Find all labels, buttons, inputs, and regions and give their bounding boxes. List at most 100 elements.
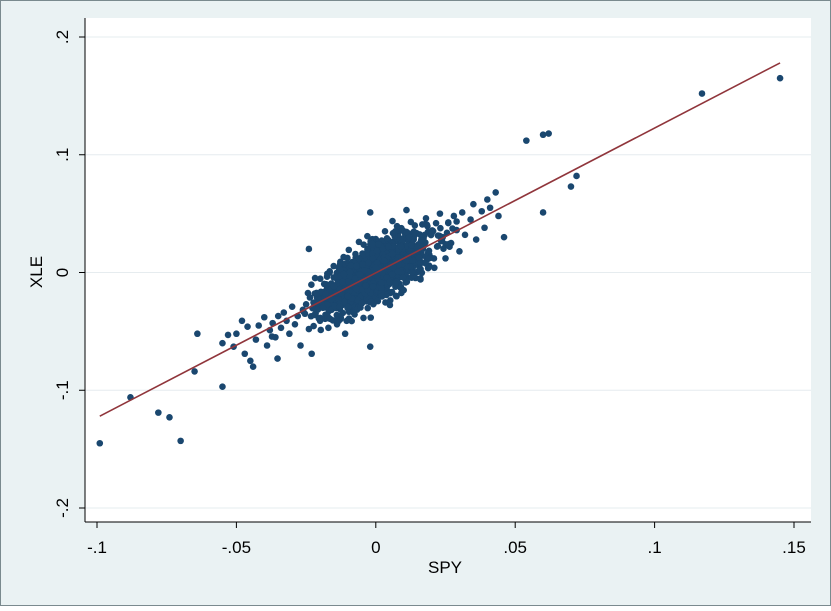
data-point (277, 324, 285, 332)
data-point (280, 309, 288, 316)
x-tick-label: 0 (371, 538, 380, 557)
data-point (433, 243, 441, 250)
data-point (432, 219, 440, 227)
data-point (379, 269, 386, 277)
data-point (431, 264, 438, 272)
x-tick-label: -.05 (222, 538, 251, 557)
data-point (403, 228, 410, 236)
data-point (96, 439, 104, 447)
data-point (440, 245, 447, 252)
data-point (461, 231, 469, 239)
data-point (345, 315, 353, 322)
data-point (263, 342, 271, 349)
data-point (191, 368, 198, 375)
data-point (369, 255, 377, 262)
data-point (422, 220, 429, 228)
data-point (481, 224, 488, 232)
x-tick-label: .05 (503, 538, 527, 557)
plot-area (85, 18, 811, 522)
data-point (341, 330, 349, 338)
data-point (336, 260, 344, 268)
data-point (456, 248, 463, 255)
data-point (453, 218, 460, 225)
data-point (403, 206, 410, 214)
data-point (442, 255, 449, 262)
x-tick-label: .1 (648, 538, 662, 557)
data-point (389, 250, 396, 257)
data-point (244, 323, 251, 330)
data-point (194, 330, 201, 338)
data-point (219, 383, 226, 391)
data-point (344, 278, 352, 285)
data-point (381, 227, 389, 235)
data-point (316, 317, 324, 325)
data-point (297, 342, 304, 349)
data-point (260, 313, 268, 321)
data-point (405, 233, 413, 241)
data-point (306, 294, 314, 301)
data-point (238, 317, 246, 325)
data-point (444, 219, 452, 227)
data-point (362, 282, 370, 289)
data-point (372, 264, 380, 272)
data-point (389, 217, 396, 225)
data-point (177, 437, 184, 445)
data-point (539, 131, 547, 139)
data-point (419, 237, 427, 245)
data-point (308, 350, 315, 358)
y-tick-label: .2 (53, 30, 72, 44)
data-point (492, 189, 499, 196)
axes: -.2 -.1 0 .1 .2 -.1 -.05 0 .05 .1 .15 (53, 18, 811, 557)
data-point (378, 279, 385, 287)
data-point (470, 200, 477, 208)
data-point (500, 233, 508, 241)
data-point (415, 254, 423, 261)
data-point (458, 209, 466, 216)
data-point (355, 255, 363, 262)
data-point (353, 262, 360, 270)
data-point (336, 303, 343, 310)
data-point (325, 324, 332, 332)
y-axis-title: XLE (27, 256, 46, 288)
data-point (408, 269, 416, 276)
data-point (369, 240, 376, 248)
data-point (403, 257, 410, 265)
grid-lines (85, 36, 811, 509)
data-point (377, 284, 385, 292)
data-point (450, 212, 458, 220)
y-tick-label: .1 (53, 148, 72, 162)
data-point (408, 241, 415, 249)
data-point (288, 303, 296, 310)
data-point (539, 209, 547, 216)
data-point (436, 210, 444, 217)
data-point (386, 301, 394, 309)
data-point (484, 196, 491, 203)
data-point (437, 224, 444, 232)
data-point (403, 278, 411, 286)
data-point (247, 357, 254, 365)
scatter-points (96, 74, 784, 447)
data-point (324, 270, 331, 278)
data-point (241, 350, 249, 358)
data-point (393, 222, 401, 230)
data-point (316, 275, 324, 283)
data-point (428, 230, 435, 237)
data-point (373, 247, 381, 255)
data-point (313, 289, 320, 297)
data-point (336, 266, 344, 274)
data-point (478, 207, 486, 215)
data-point (360, 241, 368, 248)
data-point (249, 363, 257, 371)
data-point (360, 266, 368, 274)
data-point (698, 90, 706, 97)
data-point (360, 314, 367, 322)
data-point (347, 262, 355, 269)
data-point (378, 292, 385, 300)
fit-line-group (99, 62, 781, 417)
data-point (355, 238, 363, 246)
data-point (421, 231, 428, 239)
y-tick-label: -.1 (53, 380, 72, 400)
data-point (395, 261, 403, 268)
data-point (379, 245, 387, 253)
data-point (567, 183, 575, 190)
